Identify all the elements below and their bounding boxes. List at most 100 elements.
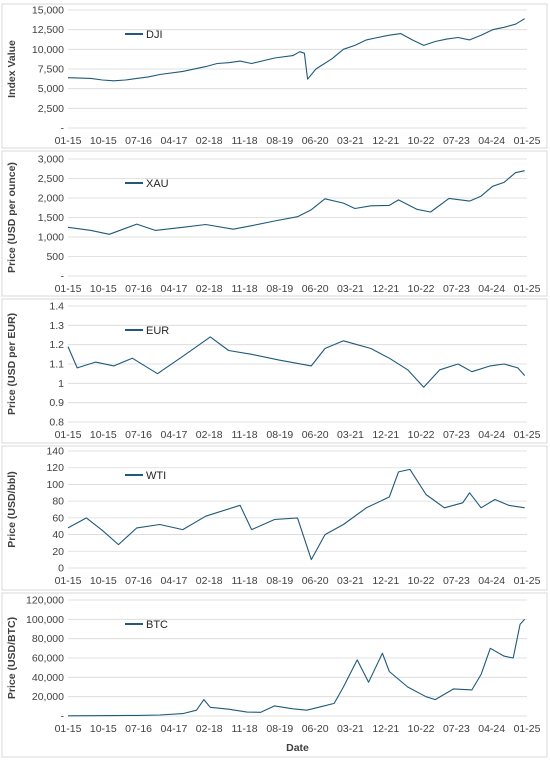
x-tick-label: 10-15 <box>90 283 117 295</box>
y-tick-label: 100,000 <box>26 614 64 626</box>
y-tick-label: 1.1 <box>49 359 64 371</box>
y-tick-label: 20 <box>52 546 64 558</box>
y-tick-label: 2,500 <box>38 173 64 185</box>
y-tick-label: 7,500 <box>38 64 64 76</box>
x-tick-label: 12-21 <box>372 723 399 735</box>
x-tick-label: 10-15 <box>90 723 117 735</box>
x-tick-label: 02-18 <box>196 283 223 295</box>
y-tick-label: - <box>61 271 65 283</box>
chart-panel-dji: - 2,500 5,000 7,500 10,000 12,500 15,000 01-15 1… <box>1 3 548 149</box>
y-tick-label: 2,500 <box>38 103 64 115</box>
chart-panel-eur: 0.8 0.9 1 1.1 1.2 1.3 1.4 01-15 10-15 07-16 04-17 0… <box>1 298 548 444</box>
y-tick-label: 500 <box>46 251 64 263</box>
y-tick-label: 0.9 <box>49 397 64 409</box>
x-tick-label: 02-18 <box>196 723 223 735</box>
legend-label: WTI <box>146 470 166 482</box>
x-tick-label: 07-23 <box>443 135 470 147</box>
panel-frame <box>1 3 548 149</box>
y-axis-label: Index Value <box>6 40 18 98</box>
x-tick-label: 06-20 <box>302 575 329 587</box>
y-tick-label: 80 <box>52 496 64 508</box>
x-tick-label: 07-23 <box>443 575 470 587</box>
y-tick-label: 40,000 <box>32 672 64 684</box>
y-tick-label: 1.4 <box>49 301 64 313</box>
x-tick-label: 04-24 <box>478 135 505 147</box>
x-tick-label: 01-15 <box>55 429 82 441</box>
x-tick-label: 08-19 <box>266 723 293 735</box>
x-tick-label: 01-25 <box>514 429 541 441</box>
x-tick-label: 04-24 <box>478 283 505 295</box>
x-tick-label: 04-17 <box>160 135 187 147</box>
x-tick-label: 06-20 <box>302 135 329 147</box>
x-tick-label: 10-15 <box>90 575 117 587</box>
x-tick-label: 01-25 <box>514 135 541 147</box>
legend-label: BTC <box>146 619 168 631</box>
x-tick-label: 08-19 <box>266 283 293 295</box>
y-tick-label: 1.2 <box>49 339 64 351</box>
y-tick-label: 0.8 <box>49 417 64 429</box>
y-axis-label: Price (USD/bbl) <box>6 471 18 547</box>
y-tick-label: 1,500 <box>38 212 64 224</box>
y-tick-label: 60,000 <box>32 653 64 665</box>
series-line-dji <box>67 18 525 82</box>
chart-panel-xau: - 500 1,000 1,500 2,000 2,500 3,000 01-15 10-15 0… <box>1 150 548 297</box>
x-tick-label: 11-18 <box>231 723 257 735</box>
x-tick-label: 04-17 <box>160 429 187 441</box>
x-tick-label: 10-15 <box>90 429 117 441</box>
x-tick-label: 07-16 <box>125 429 152 441</box>
x-tick-label: 07-23 <box>443 429 470 441</box>
y-axis-label: Price (USD per ounce) <box>6 162 18 273</box>
y-tick-label: 20,000 <box>32 691 64 703</box>
legend-label: XAU <box>146 178 169 190</box>
y-tick-label: 100 <box>46 479 64 491</box>
x-tick-label: 02-18 <box>196 575 223 587</box>
panel-frame <box>1 592 548 758</box>
x-tick-label: 01-15 <box>55 135 82 147</box>
y-tick-label: 1.3 <box>49 320 64 332</box>
x-tick-label: 07-16 <box>125 723 152 735</box>
y-tick-label: 1 <box>58 378 64 390</box>
y-axis-label: Price (USD/BTC) <box>6 617 18 699</box>
x-tick-label: 10-22 <box>408 575 435 587</box>
y-tick-label: 120 <box>46 462 64 474</box>
x-tick-label: 07-23 <box>443 283 470 295</box>
x-tick-label: 04-24 <box>478 723 505 735</box>
x-axis-label: Date <box>286 742 309 754</box>
y-tick-label: 5,000 <box>38 83 64 95</box>
y-tick-label: 3,000 <box>38 154 64 166</box>
x-tick-label: 12-21 <box>372 575 399 587</box>
x-tick-label: 03-21 <box>337 575 364 587</box>
y-tick-label: - <box>61 123 65 135</box>
panel-frame <box>1 298 548 444</box>
y-tick-label: 10,000 <box>32 44 64 56</box>
x-tick-label: 01-25 <box>514 283 541 295</box>
x-tick-label: 07-16 <box>125 135 152 147</box>
x-tick-label: 01-15 <box>55 723 82 735</box>
x-tick-label: 11-18 <box>231 283 257 295</box>
y-tick-label: 120,000 <box>26 595 64 607</box>
legend-label: EUR <box>146 325 169 337</box>
x-tick-label: 04-17 <box>160 723 187 735</box>
x-tick-label: 10-22 <box>408 283 435 295</box>
x-tick-label: 12-21 <box>372 135 399 147</box>
y-tick-label: 80,000 <box>32 633 64 645</box>
chart-panel-wti: 0 20 40 60 80 100 120 140 01-15 10-15 07-16 04-17 02… <box>1 445 548 591</box>
x-tick-label: 11-18 <box>231 429 257 441</box>
x-tick-label: 04-17 <box>160 575 187 587</box>
y-tick-label: 40 <box>52 529 64 541</box>
x-tick-label: 08-19 <box>266 575 293 587</box>
y-tick-label: 15,000 <box>32 5 64 17</box>
x-tick-label: 07-16 <box>125 575 152 587</box>
x-tick-label: 01-25 <box>514 575 541 587</box>
x-tick-label: 11-18 <box>231 135 257 147</box>
x-tick-label: 06-20 <box>302 429 329 441</box>
series-line-wti <box>67 468 525 561</box>
y-axis-label: Price (USD per EUR) <box>6 313 18 415</box>
x-tick-label: 02-18 <box>196 135 223 147</box>
y-tick-label: 0 <box>58 563 64 575</box>
x-tick-label: 04-24 <box>478 429 505 441</box>
legend-label: DJI <box>146 29 163 41</box>
x-tick-label: 03-21 <box>337 283 364 295</box>
x-tick-label: 04-17 <box>160 283 187 295</box>
